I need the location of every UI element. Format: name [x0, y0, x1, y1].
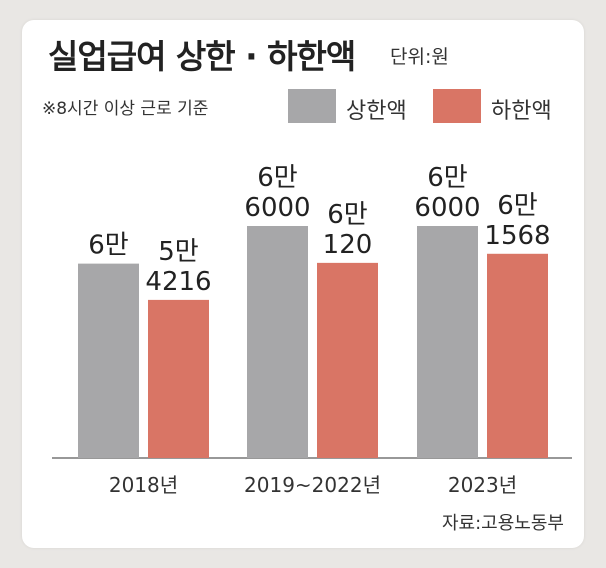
legend-label-upper: 상한액 — [346, 99, 407, 124]
data-label-upper-2-1: 6000 — [414, 193, 480, 223]
bar-lower-1 — [317, 262, 378, 458]
bar-upper-1 — [247, 226, 308, 458]
legend-swatch-lower — [433, 89, 481, 123]
bar-upper-0 — [78, 263, 139, 458]
bar-lower-0 — [148, 299, 209, 458]
unit-label: 단위:원 — [390, 46, 449, 68]
data-label-upper-2-0: 6만 — [427, 163, 467, 193]
data-label-lower-2-0: 6만 — [497, 191, 537, 221]
data-label-lower-2-1: 1568 — [484, 221, 550, 251]
note-label: ※8시간 이상 근로 기준 — [42, 99, 209, 119]
x-tick-label-0: 2018년 — [109, 473, 178, 497]
chart-title: 실업급여 상한 · 하한액 — [48, 37, 356, 76]
bar-lower-2 — [487, 253, 548, 458]
data-label-lower-1-0: 6만 — [327, 200, 367, 230]
x-tick-label-1: 2019~2022년 — [244, 473, 381, 497]
data-label-upper-1-1: 6000 — [244, 193, 310, 223]
bar-upper-2 — [417, 226, 478, 458]
data-label-lower-0-1: 4216 — [145, 267, 211, 297]
data-label-lower-1-1: 120 — [323, 230, 373, 260]
data-label-lower-0-0: 5만 — [158, 237, 198, 267]
x-tick-label-2: 2023년 — [448, 473, 517, 497]
data-label-upper-0-0: 6만 — [88, 231, 128, 261]
legend-label-lower: 하한액 — [491, 99, 552, 124]
legend-swatch-upper — [288, 89, 336, 123]
source-label: 자료:고용노동부 — [442, 513, 564, 534]
data-label-upper-1-0: 6만 — [257, 163, 297, 193]
